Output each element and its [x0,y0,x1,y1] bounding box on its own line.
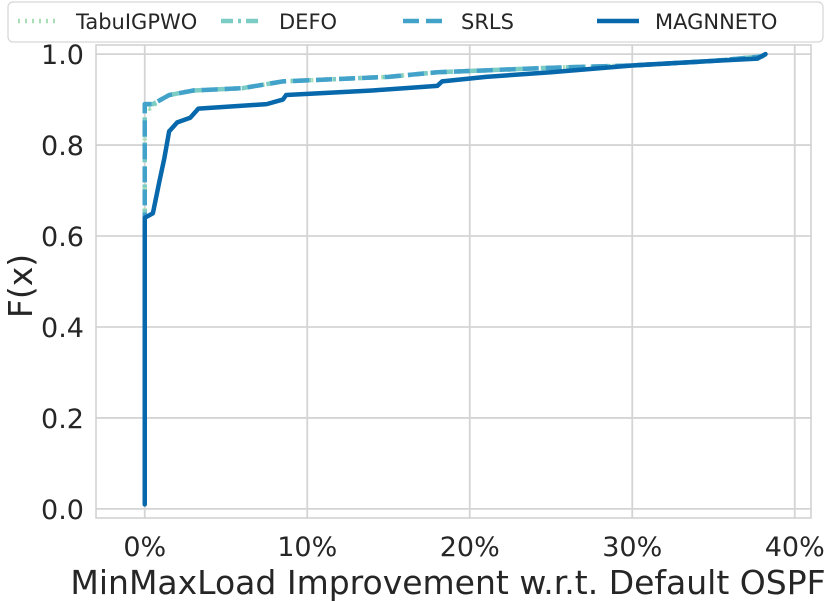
legend-label: MAGNNETO [655,10,777,34]
plot-frame [95,44,812,519]
y-tick-labels: 0.0 0.2 0.4 0.6 0.8 1.0 [41,40,84,526]
series-line-tabuigpwo [142,52,767,505]
x-tick-labels: 0% 10% 20% 30% 40% [123,532,824,563]
grid-lines [96,45,811,518]
x-tick-label: 0% [123,532,166,563]
series-line-srls [142,52,767,505]
x-tick-label: 10% [277,532,337,563]
legend-label: DEFO [279,10,337,34]
series-layer [142,51,768,507]
y-axis-label: F(x) [1,254,40,318]
y-tick-label: 0.2 [41,404,84,435]
x-tick-label: 20% [440,532,500,563]
legend: TabuIGPWO DEFO SRLS MAGNNETO [7,1,824,43]
y-tick-label: 0.6 [41,222,84,253]
x-tick-label: 30% [602,532,662,563]
y-tick-label: 0.8 [41,131,84,162]
y-tick-label: 0.0 [41,495,84,526]
plot-border [95,44,812,519]
y-tick-label: 0.4 [41,313,84,344]
series-line-defo [142,52,767,505]
legend-label: TabuIGPWO [75,10,197,34]
x-tick-label: 40% [765,532,825,563]
y-tick-label: 1.0 [41,40,84,71]
legend-label: SRLS [461,10,514,34]
series-line-magnneto [142,51,768,507]
x-axis-label: MinMaxLoad Improvement w.r.t. Default OS… [70,563,825,601]
